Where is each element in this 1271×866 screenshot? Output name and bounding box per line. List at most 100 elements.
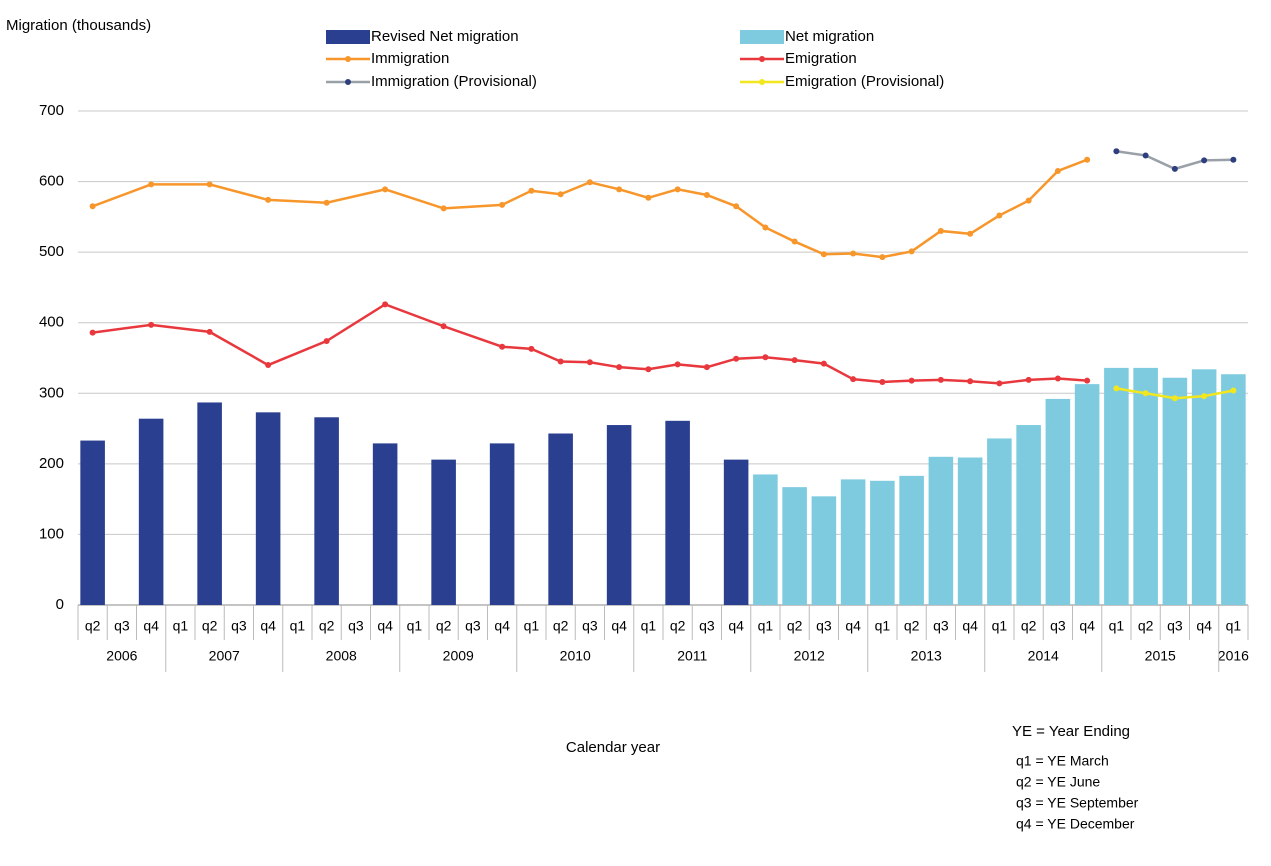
year-label: 2012 (794, 648, 825, 664)
x-tick-label: q4 (1079, 618, 1095, 634)
year-label: 2016 (1218, 648, 1249, 664)
point (850, 250, 857, 257)
point (820, 360, 827, 367)
point (323, 338, 330, 345)
note: q4 = YE December (1016, 816, 1135, 832)
x-tick-label: q4 (1196, 618, 1212, 634)
x-tick-label: q4 (728, 618, 744, 634)
bar (606, 425, 632, 605)
x-tick-label: q4 (260, 618, 276, 634)
point (1025, 197, 1032, 204)
point (148, 321, 155, 328)
point (762, 224, 769, 231)
point (1201, 393, 1208, 400)
x-tick-label: q2 (1138, 618, 1154, 634)
legend-label: Emigration (785, 50, 857, 67)
point (1171, 165, 1178, 172)
y-tick-label: 0 (56, 596, 64, 613)
point (674, 361, 681, 368)
legend-label: Immigration (371, 50, 449, 67)
legend-marker (345, 56, 351, 62)
point (645, 194, 652, 201)
year-label: 2013 (911, 648, 942, 664)
point (206, 328, 213, 335)
point (937, 376, 944, 383)
point (1025, 376, 1032, 383)
bar (372, 443, 398, 605)
x-tick-label: q3 (1167, 618, 1183, 634)
point (703, 191, 710, 198)
x-tick-label: q1 (992, 618, 1008, 634)
x-tick-label: q1 (407, 618, 423, 634)
point (528, 187, 535, 194)
legend-marker (759, 79, 765, 85)
point (557, 191, 564, 198)
bar (811, 496, 837, 605)
y-axis-title: Migration (thousands) (6, 17, 151, 34)
line (92, 158, 1088, 259)
point (791, 357, 798, 364)
y-tick-label: 100 (39, 525, 64, 542)
bar (723, 459, 749, 605)
legend-label: Emigration (Provisional) (785, 73, 944, 90)
bar (1104, 367, 1129, 605)
x-tick-label: q3 (933, 618, 949, 634)
y-tick-label: 200 (39, 455, 64, 472)
x-tick-label: q3 (114, 618, 130, 634)
point (820, 251, 827, 258)
bar (753, 474, 778, 605)
point (762, 354, 769, 361)
point (996, 380, 1003, 387)
point (586, 359, 593, 366)
point (89, 329, 96, 336)
point (674, 186, 681, 193)
point (440, 205, 447, 212)
year-label: 2006 (106, 648, 137, 664)
x-tick-label: q2 (436, 618, 452, 634)
point (616, 364, 623, 371)
point (382, 186, 389, 193)
bar (899, 475, 924, 605)
legend-swatch (740, 30, 784, 44)
bar (548, 433, 573, 605)
x-tick-label: q4 (845, 618, 861, 634)
point (967, 230, 974, 237)
y-tick-label: 500 (39, 243, 64, 260)
year-label: 2008 (326, 648, 357, 664)
year-label: 2011 (677, 648, 707, 664)
x-tick-label: q3 (582, 618, 598, 634)
point (265, 196, 272, 203)
x-tick-label: q4 (143, 618, 159, 634)
x-tick-label: q1 (875, 618, 891, 634)
point (703, 364, 710, 371)
point (996, 212, 1003, 219)
bar (489, 443, 515, 605)
point (323, 199, 330, 206)
bar (255, 412, 281, 605)
point (967, 378, 974, 385)
note: q3 = YE September (1016, 795, 1139, 811)
note: YE = Year Ending (1012, 723, 1130, 740)
legend-marker (345, 79, 351, 85)
x-tick-label: q1 (290, 618, 306, 634)
point (1054, 375, 1061, 382)
point (1084, 156, 1091, 163)
point (586, 179, 593, 186)
note: q2 = YE June (1016, 774, 1100, 790)
point (557, 358, 564, 365)
bar (431, 459, 456, 605)
x-tick-label: q1 (641, 618, 657, 634)
x-tick-label: q3 (231, 618, 247, 634)
bar (782, 487, 807, 605)
x-tick-label: q4 (494, 618, 510, 634)
point (206, 181, 213, 188)
legend-swatch (326, 30, 370, 44)
bar (1162, 377, 1188, 605)
x-tick-label: q4 (962, 618, 978, 634)
point (528, 345, 535, 352)
bar (1191, 369, 1217, 605)
x-axis-title: Calendar year (566, 739, 660, 756)
year-label: 2015 (1145, 648, 1176, 664)
point (879, 378, 886, 385)
